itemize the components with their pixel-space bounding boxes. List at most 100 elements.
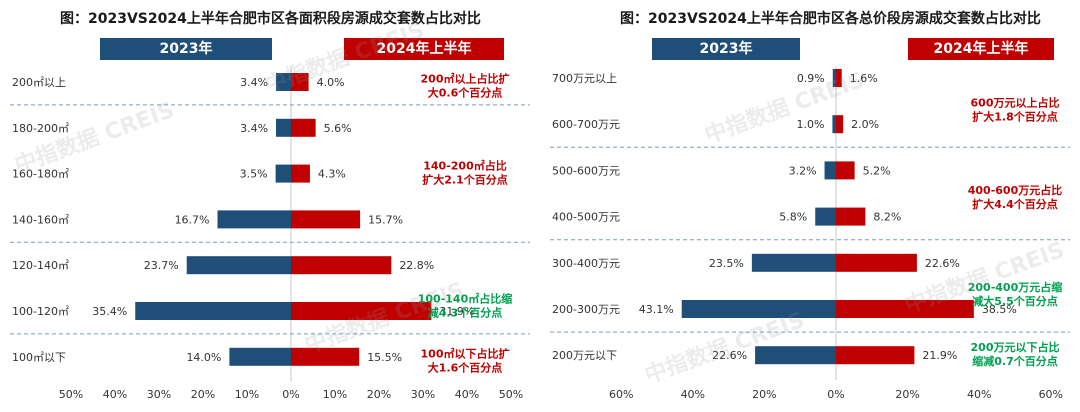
bar-2024 (291, 302, 432, 320)
bar-2023 (751, 253, 836, 272)
bar-2024 (836, 161, 855, 180)
price-chart-panel: 图：2023VS2024上半年合肥市区各总价段房源成交套数占比对比 2023年 … (540, 0, 1080, 412)
x-tick-label: 40% (681, 388, 705, 401)
x-tick-label: 40% (967, 388, 991, 401)
bar-2024 (836, 207, 866, 226)
annotation-text: 大1.6个百分点 (428, 360, 503, 374)
data-label-2023: 5.8% (779, 211, 807, 224)
category-label: 200-300万元 (552, 303, 620, 316)
data-label-2024: 22.6% (925, 257, 960, 270)
annotation-text: 100-140㎡占比缩 (418, 291, 513, 305)
legend-2024: 2024年上半年 (908, 38, 1054, 60)
bar-2023 (186, 256, 291, 275)
category-label: 100-120㎡ (12, 305, 69, 318)
data-label-2024: 15.5% (367, 351, 402, 364)
data-label-2023: 14.0% (186, 351, 221, 364)
bar-2024 (836, 253, 917, 272)
data-label-2023: 0.9% (797, 72, 825, 85)
x-tick-label: 60% (1039, 388, 1063, 401)
category-label: 300-400万元 (552, 257, 620, 270)
x-tick-label: 20% (752, 388, 776, 401)
category-label: 160-180㎡ (12, 168, 69, 181)
annotation-text: 扩大1.8个百分点 (972, 109, 1058, 123)
data-label-2023: 1.0% (796, 118, 824, 131)
data-label-2023: 3.2% (789, 164, 817, 177)
annotation-text: 600万元以上占比 (971, 95, 1060, 109)
bar-2024 (291, 73, 309, 91)
x-tick-label: 60% (609, 388, 633, 401)
bar-2023 (832, 69, 836, 87)
category-label: 700万元以上 (552, 72, 617, 85)
annotation-text: 减大5.5个百分点 (972, 294, 1058, 308)
bar-2023 (755, 346, 836, 365)
data-label-2024: 21.9% (922, 349, 957, 362)
annotation-text: 400-600万元占比 (968, 183, 1063, 197)
bar-2023 (135, 302, 291, 320)
x-tick-label: 50% (59, 388, 83, 401)
bar-2024 (291, 347, 360, 366)
data-label-2024: 2.0% (851, 118, 879, 131)
x-tick-label: 20% (895, 388, 919, 401)
bar-2024 (836, 115, 844, 134)
chart-title: 图：2023VS2024上半年合肥市区各总价段房源成交套数占比对比 (620, 11, 1041, 27)
data-label-2024: 4.3% (318, 168, 346, 181)
annotation-text: 200㎡以上占比扩 (421, 72, 510, 86)
bar-2024 (291, 164, 310, 183)
annotation-text: 缩减0.7个百分点 (972, 354, 1058, 368)
data-label-2023: 22.6% (712, 349, 747, 362)
area-chart-svg: 200㎡以上 3.4% 4.0% 180-200㎡ 3.4% 5.6% 160-180㎡ 3.… (10, 66, 530, 401)
bar-2023 (276, 73, 291, 91)
category-label: 500-600万元 (552, 164, 620, 177)
data-label-2023: 16.7% (175, 213, 210, 226)
category-label: 400-500万元 (552, 211, 620, 224)
bar-2023 (217, 210, 291, 229)
data-label-2024: 31.9% (439, 305, 474, 318)
bar-2023 (815, 207, 836, 226)
data-label-2023: 43.1% (639, 303, 674, 316)
data-label-2024: 22.8% (399, 259, 434, 272)
x-tick-label: 30% (147, 388, 171, 401)
annotation-text: 200万元以下占比 (971, 340, 1060, 354)
x-tick-label: 10% (323, 388, 347, 401)
category-label: 180-200㎡ (12, 122, 69, 135)
annotation-text: 大0.6个百分点 (428, 86, 503, 100)
category-label: 100㎡以下 (12, 351, 66, 364)
bar-2023 (824, 161, 836, 180)
bar-2023 (276, 118, 291, 137)
bar-2023 (229, 347, 291, 366)
legend-2023: 2023年 (100, 38, 272, 60)
data-label-2024: 1.6% (850, 72, 878, 85)
data-label-2023: 3.4% (240, 76, 268, 89)
x-tick-label: 50% (499, 388, 523, 401)
data-label-2024: 38.5% (982, 303, 1017, 316)
x-tick-label: 30% (411, 388, 435, 401)
data-label-2023: 3.5% (240, 168, 268, 181)
annotation-text: 200-400万元占缩 (968, 280, 1063, 294)
x-tick-label: 10% (235, 388, 259, 401)
category-label: 600-700万元 (552, 118, 620, 131)
bar-2024 (836, 69, 842, 87)
bar-2023 (275, 164, 291, 183)
price-chart-svg: 700万元以上 0.9% 1.6% 600-700万元 1.0% 2.0% 500-600万… (550, 66, 1070, 401)
bar-2023 (681, 300, 836, 318)
annotation-text: 140-200㎡占比 (423, 159, 507, 173)
x-tick-label: 40% (455, 388, 479, 401)
data-label-2024: 4.0% (317, 76, 345, 89)
category-label: 120-140㎡ (12, 259, 69, 272)
x-tick-label: 20% (367, 388, 391, 401)
bar-2023 (832, 115, 836, 134)
category-label: 200万元以下 (552, 349, 617, 362)
annotation-text: 扩大4.4个百分点 (972, 197, 1058, 211)
category-label: 200㎡以上 (12, 76, 66, 89)
area-chart-panel: 图：2023VS2024上半年合肥市区各面积段房源成交套数占比对比 2023年 … (10, 11, 530, 401)
data-label-2023: 3.4% (240, 122, 268, 135)
category-label: 140-160㎡ (12, 213, 69, 226)
legend-2024: 2024年上半年 (344, 38, 504, 60)
x-tick-label: 0% (827, 388, 844, 401)
x-tick-label: 40% (103, 388, 127, 401)
bar-2024 (291, 256, 392, 275)
data-label-2023: 23.5% (709, 257, 744, 270)
data-label-2023: 35.4% (92, 305, 127, 318)
annotation-text: 100㎡以下占比扩 (421, 346, 510, 360)
data-label-2024: 5.6% (324, 122, 352, 135)
